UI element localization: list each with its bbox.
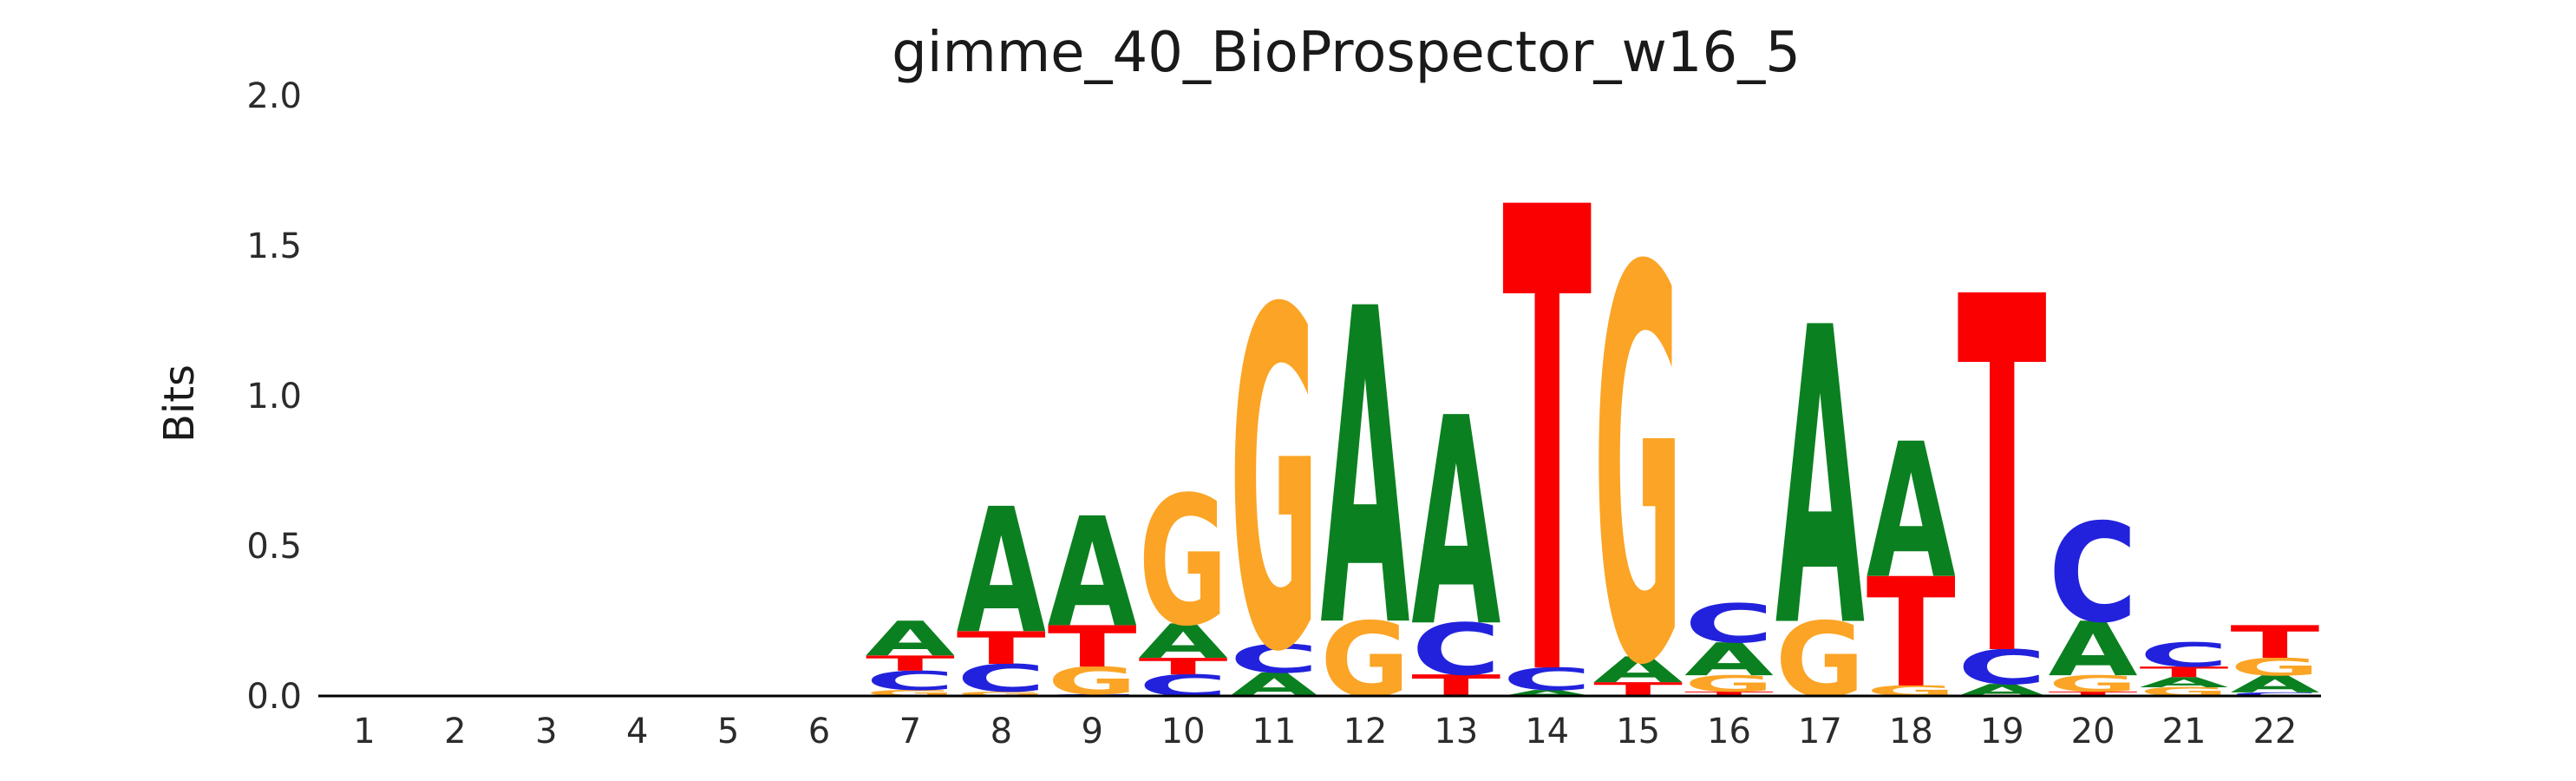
logo-letter-G-pos8: G [957,690,1046,697]
logo-letter-T-pos13: T [1411,668,1500,703]
logo-letter-A-pos21: A [2140,674,2230,691]
logo-letter-C-pos20: C [2049,496,2138,653]
logo-letter-G-pos12: G [1320,601,1409,721]
x-tick-label: 19 [1980,712,2024,751]
x-tick-label: 9 [1081,712,1102,751]
logo-letter-T-pos8: T [957,622,1046,674]
logo-letter-G-pos16: G [1684,671,1774,697]
logo-letter-A-pos20: A [2049,607,2138,694]
x-tick-label: 5 [717,712,739,751]
y-axis-tick-labels: 0.0 0.5 1.0 1.5 2.0 [246,76,302,717]
logo-letter-A-pos17: A [1775,243,1866,719]
y-tick-label: 2.0 [246,76,302,116]
x-axis-tick-labels: 1 2 3 4 5 6 7 8 9 10 11 12 13 14 15 16 17 18 19 20 21 22 [353,712,2297,751]
logo-letter-A-pos13: A [1411,358,1500,691]
logo-letter-T-pos10: T [1139,653,1228,679]
logo-letter-A-pos16: A [1684,633,1774,686]
logo-letter-T-pos16: T [1684,690,1774,697]
x-tick-label: 20 [2071,712,2115,751]
logo-letter-C-pos14: C [1502,661,1592,698]
logo-letter-C-pos21: C [2140,636,2229,675]
y-tick-label: 1.5 [246,226,302,266]
x-tick-label: 17 [1798,712,1842,751]
logo-letter-C-pos13: C [1411,608,1500,692]
logo-letter-T-pos18: T [1867,548,1956,722]
logo-letter-T-pos22: T [2230,616,2319,668]
logo-letter-T-pos7: T [866,652,956,676]
logo-letter-stacks: GCTAGCTACGTACTAGACGGATCAACTTAGTGACGAGTAA… [866,75,2320,781]
x-tick-label: 10 [1161,712,1206,751]
chart-title: gimme_40_BioProspector_w16_5 [892,21,1801,85]
logo-letter-T-pos19: T [1958,194,2048,765]
y-tick-label: 0.0 [246,677,302,717]
y-tick-label: 1.0 [246,377,302,417]
x-tick-label: 14 [1525,712,1569,751]
x-tick-label: 3 [535,712,557,751]
x-tick-label: 11 [1252,712,1297,751]
x-tick-label: 15 [1616,712,1660,751]
logo-letter-G-pos15: G [1593,156,1683,781]
logo-letter-A-pos11: A [1230,666,1319,704]
logo-letter-C-pos7: C [866,666,955,696]
x-tick-label: 4 [626,712,648,751]
x-tick-label: 21 [2162,712,2207,751]
logo-letter-G-pos10: G [1139,458,1228,666]
x-tick-label: 16 [1707,712,1751,751]
logo-letter-A-pos18: A [1867,404,1956,620]
logo-letter-T-pos9: T [1048,614,1138,680]
y-axis-label: Bits [155,364,204,443]
logo-letter-A-pos10: A [1139,614,1228,669]
logo-letter-G-pos7: G [866,688,955,698]
logo-letter-A-pos8: A [957,472,1046,673]
x-tick-label: 13 [1434,712,1478,751]
logo-letter-T-pos20: T [2049,690,2138,697]
logo-letter-T-pos14: T [1502,75,1592,781]
logo-letter-C-pos22: C [2230,692,2319,698]
logo-letter-G-pos11: G [1230,212,1319,753]
x-tick-label: 6 [808,712,830,751]
x-tick-label: 12 [1343,712,1387,751]
logo-letter-A-pos7: A [866,612,956,667]
x-tick-label: 8 [991,712,1012,751]
logo-letter-A-pos9: A [1048,487,1137,661]
logo-letter-C-pos11: C [1230,637,1319,682]
x-tick-label: 7 [899,712,921,751]
logo-letter-C-pos16: C [1684,593,1774,655]
x-tick-label: 22 [2252,712,2297,751]
logo-letter-C-pos10: C [1139,668,1228,703]
logo-letter-G-pos20: G [2049,671,2138,697]
logo-letter-C-pos19: C [1958,640,2047,696]
logo-letter-C-pos8: C [957,657,1046,701]
logo-letter-A-pos15: A [1593,650,1683,692]
logo-letter-T-pos21: T [2140,664,2229,680]
logo-letter-G-pos22: G [2230,653,2319,681]
logo-letter-G-pos17: G [1775,601,1865,720]
y-tick-label: 0.5 [246,527,302,567]
x-tick-label: 18 [1889,712,1933,751]
logo-letter-A-pos22: A [2230,671,2320,698]
x-tick-label: 2 [444,712,466,751]
x-tick-label: 1 [353,712,375,751]
logo-letter-A-pos14: A [1502,688,1592,698]
logo-letter-A-pos12: A [1320,219,1410,724]
